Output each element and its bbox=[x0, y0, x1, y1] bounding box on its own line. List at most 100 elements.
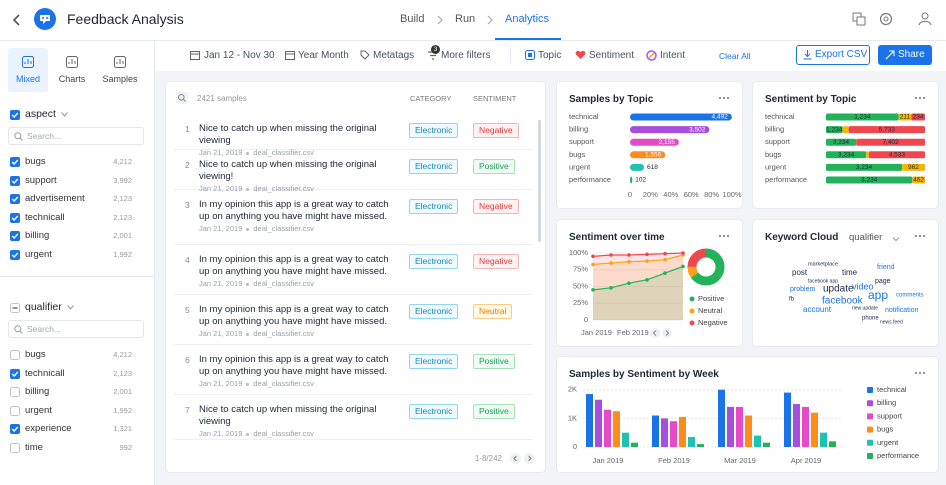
checkbox[interactable] bbox=[10, 110, 20, 120]
prev-page[interactable] bbox=[510, 453, 521, 464]
filter-title: aspect bbox=[25, 108, 56, 120]
copy-icon[interactable] bbox=[852, 12, 866, 26]
checkbox[interactable] bbox=[10, 175, 20, 186]
keyword[interactable]: facebook bbox=[822, 296, 864, 307]
export-button[interactable]: Export CSV bbox=[796, 45, 870, 65]
legend-label[interactable]: billing bbox=[877, 398, 896, 407]
keyword[interactable]: new update bbox=[852, 305, 878, 311]
card-title: Samples by Topic bbox=[569, 94, 654, 105]
more-filters[interactable]: More filters bbox=[441, 50, 491, 61]
sample-row[interactable]: 1 Nice to catch up when missing the origi… bbox=[174, 114, 532, 157]
next-page[interactable] bbox=[524, 453, 535, 464]
checkbox[interactable] bbox=[10, 368, 20, 379]
nav-tab[interactable]: Analytics bbox=[505, 13, 550, 25]
checkbox[interactable] bbox=[10, 424, 20, 434]
more-menu-dot bbox=[718, 96, 722, 100]
legend-label[interactable]: support bbox=[877, 411, 903, 420]
keyword-selector[interactable]: qualifier bbox=[849, 232, 882, 243]
segment-label: 211 bbox=[900, 114, 911, 121]
sentiment-toggle[interactable]: Sentiment bbox=[589, 50, 635, 61]
keyword[interactable]: problem bbox=[790, 286, 815, 293]
keyword[interactable]: update bbox=[823, 284, 854, 295]
granularity-filter[interactable]: Year Month bbox=[298, 50, 349, 61]
checkbox[interactable] bbox=[10, 303, 20, 313]
keyword[interactable]: comments bbox=[896, 293, 924, 299]
keyword[interactable]: facebook app bbox=[808, 278, 838, 284]
view-tab[interactable]: Mixed bbox=[8, 48, 48, 92]
metatags-filter[interactable]: Metatags bbox=[373, 50, 415, 61]
filter-item-label[interactable]: bugs bbox=[25, 156, 46, 167]
checkbox[interactable] bbox=[10, 350, 20, 360]
keyword[interactable]: news feed bbox=[880, 319, 903, 325]
keyword[interactable]: app bbox=[868, 288, 888, 302]
keyword[interactable]: account bbox=[803, 305, 832, 314]
keyword[interactable]: post bbox=[792, 268, 808, 277]
legend-label[interactable]: urgent bbox=[877, 438, 899, 447]
keyword[interactable]: phone bbox=[862, 316, 879, 322]
keyword[interactable]: friend bbox=[877, 264, 895, 271]
view-tab[interactable]: Charts bbox=[52, 48, 92, 92]
checkbox[interactable] bbox=[10, 157, 20, 167]
segment-label: 5,733 bbox=[879, 126, 896, 133]
sample-row[interactable]: 2 Nice to catch up when missing the origi… bbox=[174, 150, 532, 193]
intent-toggle[interactable]: Intent bbox=[660, 50, 686, 61]
legend-label[interactable]: technical bbox=[877, 385, 907, 394]
filter-item-label[interactable]: technicall bbox=[25, 367, 65, 379]
filter-item-label[interactable]: experience bbox=[25, 423, 72, 434]
category-tag: Electronic bbox=[409, 254, 459, 269]
row-file: deal_classifier.csv bbox=[253, 429, 314, 438]
legend-label[interactable]: performance bbox=[877, 451, 919, 460]
sample-row[interactable]: 6 In my opinion this app is a great way t… bbox=[174, 345, 532, 395]
checkbox[interactable] bbox=[10, 249, 20, 260]
nav-tab[interactable]: Run bbox=[455, 13, 476, 25]
legend-dot bbox=[689, 296, 695, 302]
nav-tab[interactable]: Build bbox=[400, 13, 425, 25]
filter-item-label[interactable]: billing bbox=[25, 386, 50, 397]
checkbox[interactable] bbox=[10, 212, 20, 223]
keyword[interactable]: fb bbox=[789, 297, 795, 303]
meta-dot bbox=[246, 332, 250, 336]
settings-icon[interactable] bbox=[879, 12, 893, 26]
x-tick-label: Mar 2019 bbox=[724, 456, 756, 465]
checkbox[interactable] bbox=[10, 231, 20, 241]
search-icon[interactable] bbox=[176, 92, 188, 104]
filter-search[interactable]: Search... bbox=[8, 320, 144, 338]
legend-label[interactable]: bugs bbox=[877, 425, 894, 434]
filter-item-label[interactable]: support bbox=[25, 174, 57, 186]
row-index: 6 bbox=[185, 355, 190, 365]
keyword[interactable]: time bbox=[842, 268, 858, 277]
back-button[interactable] bbox=[12, 13, 22, 27]
user-icon[interactable] bbox=[918, 11, 932, 26]
filter-item-label[interactable]: billing bbox=[25, 230, 50, 241]
sample-row[interactable]: 4 In my opinion this app is a great way t… bbox=[174, 245, 532, 295]
segment-label: 3,234 bbox=[856, 164, 873, 171]
clear-all[interactable]: Clear All bbox=[719, 51, 751, 61]
sample-row[interactable]: 5 In my opinion this app is a great way t… bbox=[174, 295, 532, 345]
date-range-filter[interactable]: Jan 12 - Nov 30 bbox=[204, 50, 275, 61]
checkbox[interactable] bbox=[10, 405, 20, 416]
keyword[interactable]: marketplace bbox=[808, 261, 838, 267]
next-button[interactable] bbox=[662, 328, 672, 338]
sample-row[interactable]: 3 In my opinion this app is a great way t… bbox=[174, 190, 532, 245]
filter-search[interactable]: Search... bbox=[8, 127, 144, 145]
filter-item-label[interactable]: advertisement bbox=[25, 193, 85, 204]
checkbox[interactable] bbox=[10, 442, 20, 453]
prev-button[interactable] bbox=[650, 328, 660, 338]
row-text-block: In my opinion this app is a great way to… bbox=[199, 254, 395, 288]
checkbox[interactable] bbox=[10, 194, 20, 204]
view-tab[interactable]: Samples bbox=[100, 48, 140, 92]
checkbox[interactable] bbox=[10, 387, 20, 397]
filter-header[interactable]: qualifier bbox=[25, 301, 74, 313]
filter-item-label[interactable]: urgent bbox=[25, 404, 52, 416]
sample-row[interactable]: 7 Nice to catch up when missing the origi… bbox=[174, 395, 532, 440]
filter-item-label[interactable]: urgent bbox=[25, 248, 52, 260]
keyword[interactable]: video bbox=[852, 281, 874, 291]
keyword[interactable]: page bbox=[875, 278, 891, 285]
filter-item-label[interactable]: technicall bbox=[25, 211, 65, 223]
filter-item-label[interactable]: bugs bbox=[25, 349, 46, 360]
share-button[interactable]: Share bbox=[878, 45, 932, 65]
topic-toggle[interactable]: Topic bbox=[538, 50, 562, 61]
filter-item-label[interactable]: time bbox=[25, 441, 43, 453]
keyword[interactable]: notification bbox=[885, 307, 919, 314]
filter-header[interactable]: aspect bbox=[25, 108, 68, 120]
